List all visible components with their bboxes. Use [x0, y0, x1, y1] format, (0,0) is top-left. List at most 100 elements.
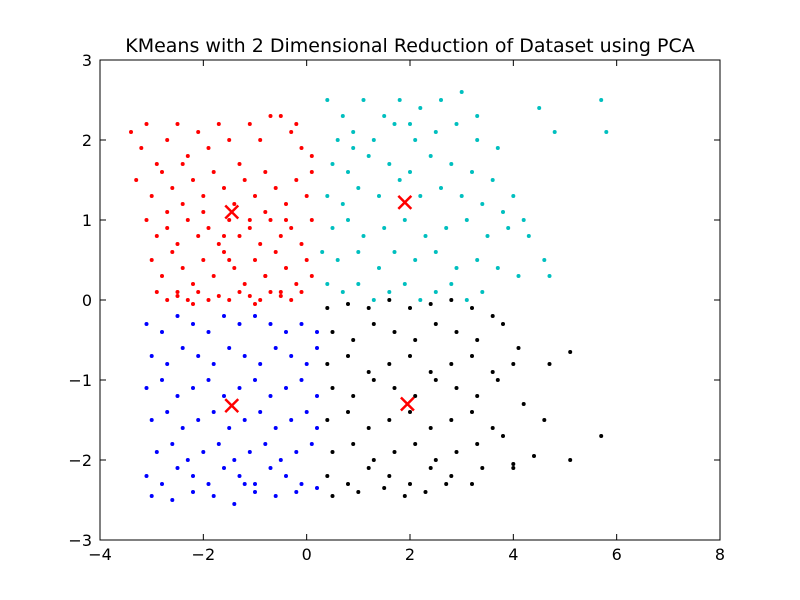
data-point-series-1: [216, 242, 221, 246]
data-point-series-2: [485, 234, 490, 238]
data-point-series-4: [444, 482, 449, 486]
data-point-series-3: [185, 458, 190, 462]
data-point-series-3: [144, 474, 149, 478]
data-point-series-3: [191, 474, 195, 478]
data-point-series-2: [330, 162, 335, 166]
data-point-series-2: [351, 130, 356, 134]
data-point-series-3: [232, 458, 237, 462]
data-point-series-4: [366, 466, 371, 470]
data-point-series-4: [387, 418, 392, 422]
data-point-series-2: [408, 122, 412, 126]
data-point-series-3: [206, 482, 211, 486]
data-point-series-4: [325, 362, 330, 366]
data-point-series-1: [237, 162, 242, 166]
data-point-series-1: [206, 146, 211, 150]
data-point-series-3: [273, 494, 278, 498]
data-point-series-1: [304, 194, 309, 198]
data-point-series-3: [222, 466, 226, 470]
data-point-series-1: [165, 298, 170, 302]
data-point-series-3: [170, 442, 175, 446]
ticks-layer: −4 −2 0 2 4 6 8 −3 −2 −1 0 1 2 3: [68, 51, 725, 564]
data-point-series-1: [247, 122, 252, 126]
data-point-series-3: [211, 494, 216, 498]
data-point-series-3: [273, 346, 278, 350]
data-point-series-2: [433, 130, 438, 134]
data-point-series-1: [299, 146, 304, 150]
data-point-series-1: [268, 290, 273, 294]
data-point-series-3: [237, 322, 242, 326]
data-point-series-4: [449, 298, 454, 302]
data-point-series-3: [284, 330, 288, 334]
data-point-series-3: [304, 362, 309, 366]
data-point-series-1: [129, 130, 133, 134]
data-point-series-3: [263, 442, 268, 446]
data-point-series-1: [299, 242, 304, 246]
data-point-series-2: [449, 282, 454, 286]
data-point-series-4: [387, 362, 392, 366]
data-point-series-2: [439, 186, 443, 190]
data-point-series-3: [222, 314, 226, 318]
data-point-series-4: [490, 370, 495, 374]
centroids-layer: [224, 195, 415, 413]
data-point-series-3: [258, 410, 263, 414]
data-point-series-4: [454, 386, 459, 390]
data-point-series-2: [495, 266, 500, 270]
data-point-series-1: [289, 130, 294, 134]
data-point-series-1: [309, 154, 314, 158]
data-point-series-1: [191, 178, 195, 182]
data-point-series-1: [211, 274, 216, 278]
data-point-series-3: [149, 494, 154, 498]
data-point-series-4: [568, 458, 573, 462]
data-point-series-2: [454, 122, 459, 126]
data-point-series-3: [284, 386, 288, 390]
data-point-series-3: [160, 378, 164, 382]
data-point-series-4: [433, 322, 438, 326]
data-point-series-3: [309, 442, 314, 446]
data-point-series-2: [433, 290, 438, 294]
y-tick-label: −3: [68, 531, 92, 550]
data-point-series-2: [464, 218, 469, 222]
data-point-series-1: [294, 122, 299, 126]
data-point-series-3: [258, 362, 263, 366]
x-tick-label: 2: [405, 545, 415, 564]
y-tick-label: 3: [82, 51, 92, 70]
data-point-series-1: [227, 258, 232, 262]
data-point-series-4: [599, 434, 604, 438]
data-point-series-3: [315, 394, 319, 398]
y-tick-label: −1: [68, 371, 92, 390]
data-point-series-1: [278, 234, 283, 238]
data-point-series-3: [315, 486, 319, 490]
data-point-series-2: [397, 98, 402, 102]
data-point-series-2: [454, 266, 459, 270]
centroid-marker: [397, 195, 413, 210]
data-point-series-1: [175, 294, 180, 298]
data-point-series-1: [278, 294, 283, 298]
data-point-series-4: [408, 410, 412, 414]
data-point-series-4: [330, 330, 335, 334]
data-point-series-4: [366, 306, 371, 310]
data-point-series-3: [278, 458, 283, 462]
data-point-series-2: [599, 98, 604, 102]
y-tick-label: 1: [82, 211, 92, 230]
centroid-marker: [224, 398, 240, 413]
data-point-series-4: [428, 426, 433, 430]
data-point-series-1: [253, 302, 257, 306]
data-point-series-1: [258, 138, 263, 142]
data-point-series-1: [309, 170, 314, 174]
data-point-series-2: [382, 226, 387, 230]
data-point-series-2: [387, 162, 392, 166]
data-point-series-4: [346, 354, 350, 358]
data-point-series-1: [144, 218, 149, 222]
data-point-series-2: [470, 170, 474, 174]
data-point-series-4: [330, 450, 335, 454]
data-point-series-1: [258, 242, 263, 246]
data-point-series-4: [470, 482, 474, 486]
data-point-series-4: [346, 302, 350, 306]
data-point-series-4: [325, 418, 330, 422]
data-point-series-3: [268, 394, 273, 398]
data-point-series-1: [149, 258, 154, 262]
data-point-series-4: [433, 378, 438, 382]
data-point-series-4: [387, 474, 392, 478]
data-point-series-4: [428, 302, 433, 306]
plot-area: [100, 60, 720, 540]
